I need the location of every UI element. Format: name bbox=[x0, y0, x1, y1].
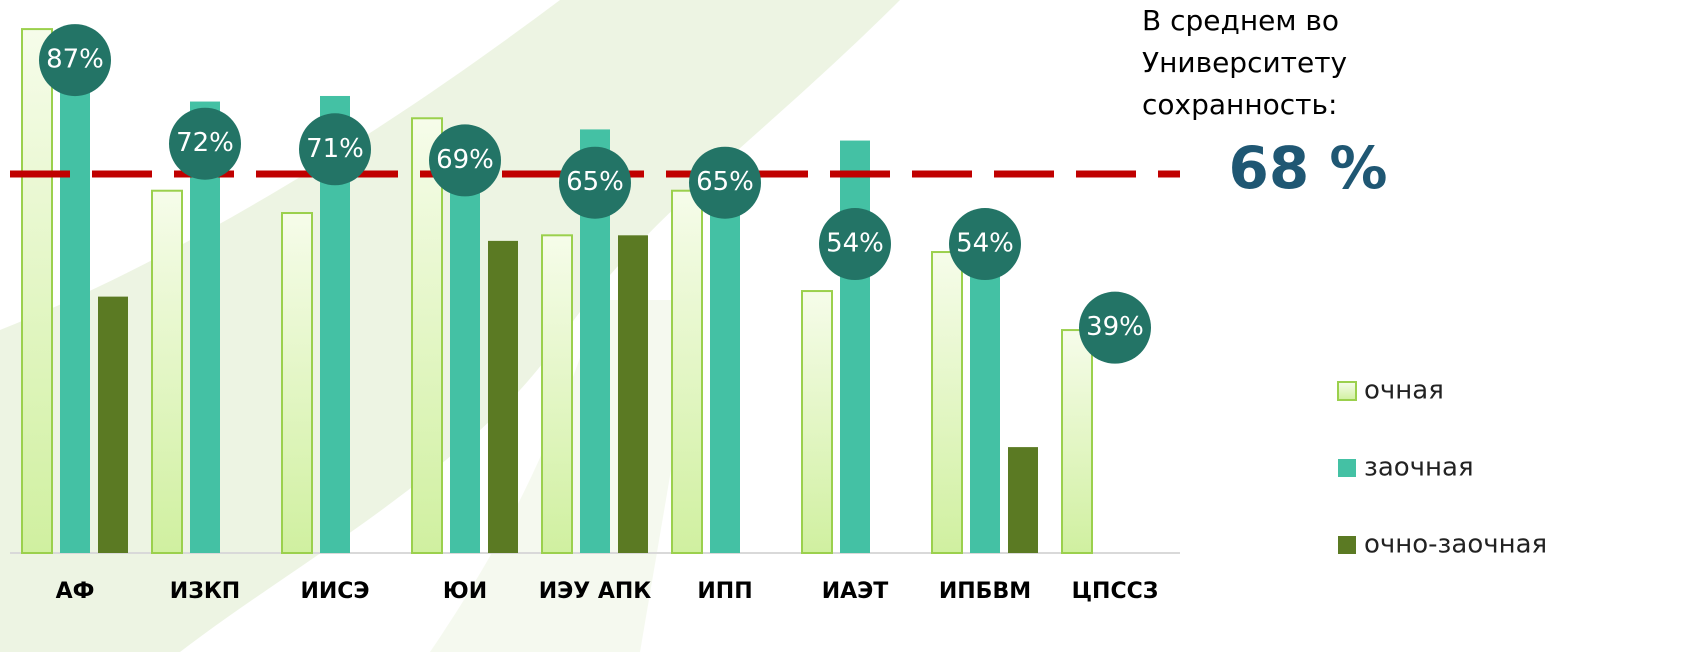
total-circle bbox=[1079, 291, 1151, 364]
legend-swatch bbox=[1337, 381, 1357, 401]
legend-swatch bbox=[1338, 536, 1356, 554]
bar bbox=[671, 189, 703, 554]
total-label: 54% bbox=[956, 229, 1014, 259]
average-text: Университету bbox=[1142, 46, 1347, 79]
bar bbox=[1008, 447, 1038, 553]
legend-label: заочная bbox=[1364, 453, 1474, 483]
bar bbox=[98, 296, 128, 553]
legend-label: очная bbox=[1364, 376, 1444, 406]
total-circle bbox=[39, 24, 111, 97]
bar bbox=[450, 151, 480, 554]
x-tick-label: ЦПССЗ bbox=[1072, 579, 1159, 604]
bar bbox=[1061, 329, 1093, 555]
bar bbox=[801, 290, 833, 554]
total-circle bbox=[689, 146, 761, 219]
total-circle bbox=[429, 124, 501, 197]
bar bbox=[60, 62, 90, 553]
bar bbox=[21, 28, 53, 554]
total-circle bbox=[819, 208, 891, 281]
bar bbox=[970, 257, 1000, 553]
legend-swatch bbox=[1338, 459, 1356, 477]
x-tick-label: ИЗКП bbox=[170, 579, 240, 604]
total-circle bbox=[949, 208, 1021, 281]
total-label: 65% bbox=[696, 167, 754, 197]
x-tick-label: ИЭУ АПК bbox=[539, 579, 652, 604]
x-tick-label: ИАЭТ bbox=[822, 579, 889, 604]
bar bbox=[931, 251, 963, 554]
bar bbox=[488, 240, 518, 553]
x-tick-label: ИПБВМ bbox=[939, 579, 1031, 604]
x-tick-label: ИИСЭ bbox=[300, 579, 369, 604]
total-label: 87% bbox=[46, 45, 104, 75]
bar bbox=[710, 185, 740, 553]
total-label: 39% bbox=[1086, 312, 1144, 342]
bar bbox=[618, 235, 648, 553]
total-circle bbox=[299, 113, 371, 186]
total-circle bbox=[559, 146, 631, 219]
x-tick-label: ИПП bbox=[697, 579, 752, 604]
average-text: В среднем во bbox=[1142, 4, 1339, 37]
total-label: 72% bbox=[176, 128, 234, 158]
total-label: 69% bbox=[436, 145, 494, 175]
total-label: 71% bbox=[306, 134, 364, 164]
bar bbox=[151, 189, 183, 554]
x-tick-label: АФ bbox=[56, 579, 95, 604]
x-tick-label: ЮИ bbox=[443, 579, 487, 604]
average-text: сохранность: bbox=[1142, 88, 1337, 121]
bar bbox=[281, 212, 313, 554]
total-circle bbox=[169, 107, 241, 180]
total-label: 65% bbox=[566, 167, 624, 197]
legend-label: очно-заочная bbox=[1364, 530, 1547, 560]
total-label: 54% bbox=[826, 229, 884, 259]
bar bbox=[840, 140, 870, 553]
average-value: 68 % bbox=[1228, 134, 1387, 202]
bar bbox=[541, 234, 573, 554]
bar bbox=[411, 117, 443, 554]
